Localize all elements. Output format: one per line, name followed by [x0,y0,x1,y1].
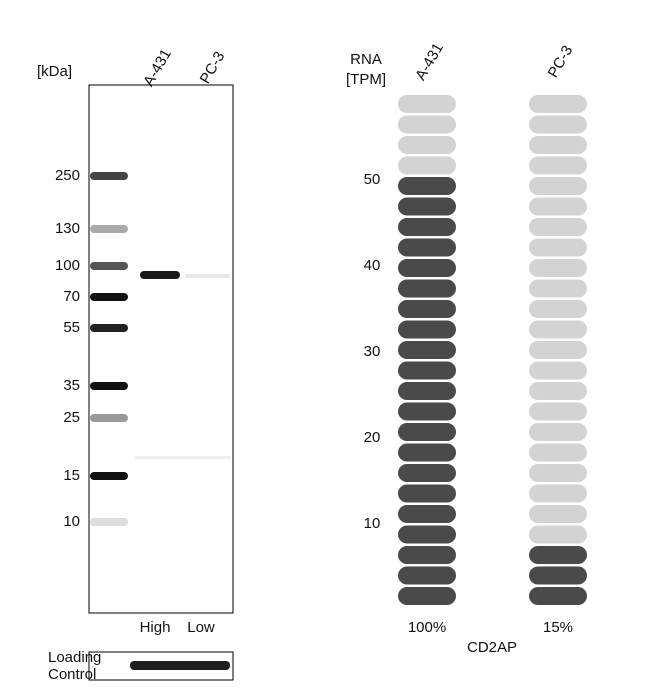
pill [529,238,587,257]
pill [529,361,587,380]
expression-label: High [140,619,171,636]
pill [529,320,587,339]
pill [398,443,456,462]
pill [529,443,587,462]
ladder-band [90,262,128,270]
pill [398,546,456,564]
pill [398,525,456,544]
pill [529,197,587,216]
loading-band [130,661,230,670]
y-tick-label: 40 [364,257,381,274]
pill [398,402,456,421]
pill [398,320,456,339]
pill [398,136,456,154]
marker-label: 10 [63,513,80,530]
rna-label: [TPM] [346,71,386,88]
pill [529,587,587,605]
ladder-band [90,518,128,526]
pill [529,279,587,298]
pill [398,218,456,236]
marker-label: 70 [63,288,80,305]
y-tick-label: 20 [364,429,381,446]
marker-label: 15 [63,467,80,484]
band [185,274,230,278]
pill [529,382,587,400]
loading-label: Loading [48,649,101,666]
pill [529,115,587,134]
band [135,456,230,459]
marker-label: 35 [63,377,80,394]
ladder-band [90,172,128,180]
lane-label: A-431 [140,46,175,89]
pill [398,505,456,523]
pill [398,238,456,257]
ladder-band [90,324,128,332]
pill [398,484,456,503]
marker-label: 250 [55,167,80,184]
pill [398,587,456,605]
percent-label: 100% [408,619,446,636]
pill [398,279,456,298]
pill [529,136,587,154]
pill [529,505,587,523]
lane-label: PC-3 [197,49,229,87]
ladder-band [90,382,128,390]
pill [529,156,587,175]
expression-label: Low [187,619,215,636]
column-label: A-431 [412,40,447,83]
pill [529,402,587,421]
rna-label: RNA [350,51,382,68]
pill [398,156,456,175]
y-tick-label: 50 [364,171,381,188]
blot-frame [88,84,234,614]
pill [529,566,587,585]
band [140,271,180,279]
pill [529,218,587,236]
pill [529,259,587,277]
kda-label: [kDa] [37,63,72,80]
marker-label: 55 [63,319,80,336]
pill [529,484,587,503]
pill [529,546,587,564]
pill [398,177,456,195]
pill [398,382,456,400]
pill [398,361,456,380]
y-tick-label: 30 [364,343,381,360]
percent-label: 15% [543,619,573,636]
pill [398,95,456,113]
marker-label: 130 [55,220,80,237]
ladder-band [90,414,128,422]
pill [398,197,456,216]
ladder-band [90,225,128,233]
column-label: PC-3 [545,43,577,81]
marker-label: 25 [63,409,80,426]
pill [529,300,587,318]
gene-label: CD2AP [467,639,517,656]
pill [529,423,587,441]
pill [529,341,587,359]
pill [529,525,587,544]
ladder-band [90,472,128,480]
pill [398,566,456,585]
ladder-band [90,293,128,301]
pill [398,464,456,482]
pill [398,423,456,441]
loading-label: Control [48,666,96,683]
pill [398,259,456,277]
marker-label: 100 [55,257,80,274]
pill [398,341,456,359]
pill [529,95,587,113]
pill [398,115,456,134]
y-tick-label: 10 [364,515,381,532]
pill [529,177,587,195]
pill [398,300,456,318]
pill [529,464,587,482]
